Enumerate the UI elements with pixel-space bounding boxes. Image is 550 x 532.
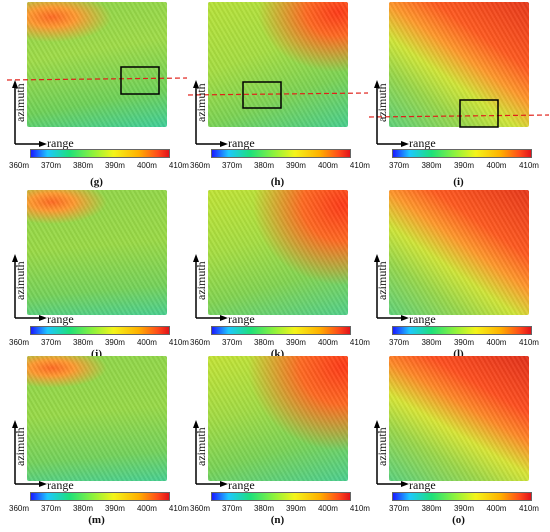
range-label: range [228,478,255,492]
colorbar [211,149,351,158]
colorbar-ticks: 360m 370m 380m 390m 400m 410m [9,338,189,347]
colorbar [30,326,170,335]
panel-n: azimuth range 360m 370m 380m 390m 400m 410m (… [186,356,370,532]
colorbar [392,326,532,335]
panel-i: azimuth range 370m 380m 390m 400m 410m (i) [367,2,550,188]
colorbar [392,492,532,501]
annotation-overlay [12,420,47,487]
colorbar-ticks: 370m 380m 390m 400m 410m [389,504,539,513]
panel-caption: (g) [90,176,103,188]
height-map-image [389,190,529,315]
panel-g: azimuth range 360m 370m 380m 390m 400m 410m (… [5,2,189,188]
azimuth-label: azimuth [13,261,27,300]
height-map-image [208,190,348,315]
panel-h: azimuth range 360m 370m 380m 390m 400m 410m (… [186,2,370,188]
azimuth-label: azimuth [194,83,208,122]
annotation-overlay [193,254,228,321]
panel-l: azimuth range 370m 380m 390m 400m 410m (l) [367,190,550,366]
height-map-image [27,190,167,315]
panel-caption: (h) [270,176,285,188]
azimuth-label: azimuth [194,261,208,300]
panel-k: azimuth range 360m 370m 380m 390m 400m 410m (… [186,190,370,366]
panel-caption: (i) [453,176,464,188]
colorbar-ticks: 370m 380m 390m 400m 410m [389,161,539,170]
range-label: range [228,136,255,150]
annotation-overlay [193,420,228,487]
height-map-image [389,356,529,481]
azimuth-label: azimuth [13,83,27,122]
range-label: range [47,312,74,326]
panel-caption: (m) [88,514,105,526]
colorbar-ticks: 360m 370m 380m 390m 400m 410m [190,504,370,513]
height-map-image [27,356,167,481]
range-label: range [409,312,436,326]
height-map-image [208,356,348,481]
roi-box [242,81,282,109]
height-map-image [27,2,167,127]
panel-m: azimuth range 360m 370m 380m 390m 400m 410m (… [5,356,189,532]
panel-caption: (l) [453,348,464,360]
annotation-overlay [374,254,409,321]
panel-caption: (o) [452,514,465,526]
height-map-image [389,2,529,127]
panel-o: azimuth range 370m 380m 390m 400m 410m (o) [367,356,550,532]
colorbar-ticks: 370m 380m 390m 400m 410m [389,338,539,347]
colorbar-ticks: 360m 370m 380m 390m 400m 410m [9,504,189,513]
colorbar-ticks: 360m 370m 380m 390m 400m 410m [9,161,189,170]
colorbar [30,492,170,501]
dashed-cut-line [368,114,550,118]
annotation-overlay [368,80,550,147]
azimuth-label: azimuth [13,427,27,466]
dashed-cut-line [187,92,369,96]
roi-box [120,66,160,95]
azimuth-label: azimuth [375,83,389,122]
azimuth-label: azimuth [375,261,389,300]
panel-j: azimuth range 360m 370m 380m 390m 400m 410m (… [5,190,189,366]
annotation-overlay [187,80,369,147]
range-label: range [409,136,436,150]
colorbar [392,149,532,158]
range-label: range [228,312,255,326]
colorbar [211,492,351,501]
colorbar-ticks: 360m 370m 380m 390m 400m 410m [190,161,370,170]
annotation-overlay [374,420,409,487]
height-map-image [208,2,348,127]
colorbar [30,149,170,158]
annotation-overlay [12,254,47,321]
range-label: range [47,136,74,150]
panel-caption: (j) [91,348,102,360]
azimuth-label: azimuth [194,427,208,466]
annotation-overlay [6,66,188,147]
range-label: range [409,478,436,492]
dashed-cut-line [6,77,188,81]
azimuth-label: azimuth [375,427,389,466]
range-label: range [47,478,74,492]
panel-caption: (n) [270,514,285,526]
colorbar [211,326,351,335]
roi-box [459,99,499,128]
colorbar-ticks: 360m 370m 380m 390m 400m 410m [190,338,370,347]
